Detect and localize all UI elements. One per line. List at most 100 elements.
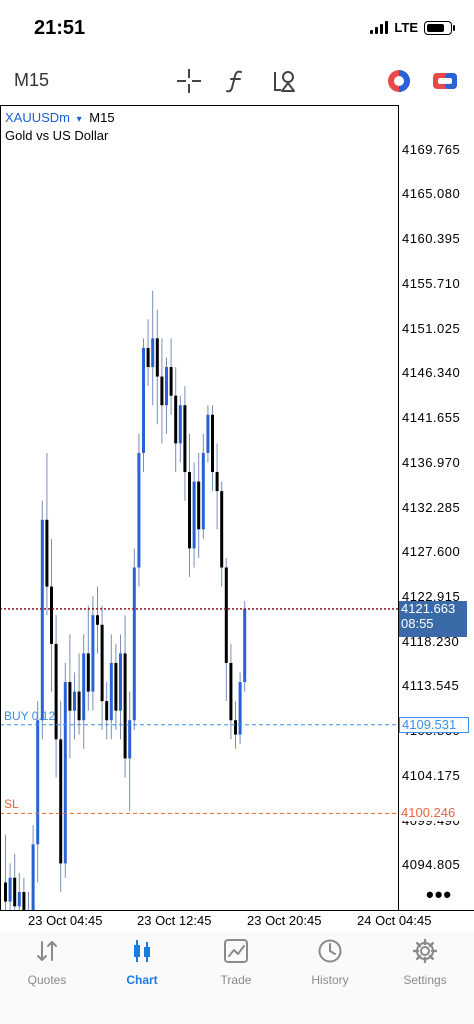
trade-icon (224, 939, 248, 963)
candle-body (17, 892, 21, 907)
symbol-dropdown-icon: ▾ (76, 114, 82, 125)
candle-body (238, 682, 242, 735)
price-axis-label: 4141.655 (402, 410, 461, 426)
tab-settings[interactable]: Settings (390, 938, 460, 987)
candle-body (243, 608, 247, 683)
candle-body (197, 481, 201, 530)
candle-body (169, 367, 173, 396)
candle-body (63, 682, 67, 864)
candle-body (201, 452, 205, 530)
candle-body (183, 405, 187, 473)
candle-body (77, 691, 81, 721)
battery-icon (424, 20, 455, 35)
symbol-label[interactable]: XAUUSDm ▾ M15 (5, 110, 115, 125)
price-axis-label: 4165.080 (402, 186, 461, 202)
price-axis-label: 4132.285 (402, 499, 461, 515)
plot-frame (0, 105, 398, 910)
price-axis-label: 4113.545 (402, 678, 460, 694)
candle-body (73, 691, 76, 711)
candle-body (178, 405, 182, 444)
symbol-description: Gold vs US Dollar (5, 128, 109, 143)
price-axis-label: 4104.175 (402, 767, 461, 783)
candle-body (54, 643, 58, 740)
chart-area[interactable]: XAUUSDm ▾ M15 Gold vs US Dollar 4169.765… (0, 105, 474, 910)
candle-body (22, 892, 26, 910)
timeframe-button[interactable]: M15 (14, 70, 50, 90)
stop-loss-label[interactable]: SL (4, 797, 19, 812)
chart-timeframe: M15 (89, 110, 115, 125)
price-axis-label: 4155.710 (402, 275, 461, 291)
candle-body (59, 739, 63, 864)
sl-price-marker[interactable]: 4100.246 (399, 805, 469, 822)
candle-body (142, 347, 145, 453)
candle-body (128, 720, 132, 759)
price-axis-label: 4136.970 (402, 454, 461, 470)
symbol-name: XAUUSDm (5, 110, 71, 125)
buy-price-marker[interactable]: 4109.531 (399, 716, 469, 733)
candle-body (68, 682, 72, 711)
candle-body (96, 615, 99, 625)
buy-position-label[interactable]: BUY 0.12 (4, 708, 56, 723)
cellular-signal-icon (370, 21, 389, 34)
time-axis-label: 23 Oct 04:45 (28, 913, 103, 928)
candle-body (224, 567, 228, 663)
function-icon[interactable] (224, 68, 250, 94)
chart-icon (134, 940, 150, 962)
one-click-trading-icon[interactable] (432, 68, 458, 94)
candle-body (146, 347, 150, 368)
candle-body (109, 662, 113, 721)
time-axis-label: 24 Oct 04:45 (357, 913, 432, 928)
current-price: 4121.663 (401, 600, 456, 616)
price-axis-label: 4127.600 (402, 544, 461, 560)
candle-body (192, 481, 196, 549)
price-axis-label: 4160.395 (402, 231, 461, 247)
tab-label: Quotes (27, 973, 67, 987)
candle-body (82, 653, 86, 721)
tab-label: Settings (403, 973, 447, 987)
candle-body (155, 338, 159, 377)
price-axis-label: 4169.765 (402, 141, 461, 157)
time-axis: 23 Oct 04:45 23 Oct 12:45 23 Oct 20:45 2… (0, 910, 474, 933)
candle-body (160, 376, 164, 406)
bottom-tab-bar: Quotes Chart Trade History Settings (0, 932, 474, 1024)
candle-body (234, 720, 237, 735)
tab-trade[interactable]: Trade (201, 938, 271, 987)
candle-body (229, 662, 233, 721)
status-indicators: LTE (370, 20, 455, 35)
tab-chart[interactable]: Chart (107, 938, 177, 987)
time-axis-label: 23 Oct 12:45 (137, 913, 212, 928)
candle-body (8, 877, 12, 902)
candle-body (91, 615, 95, 692)
candle-body (151, 338, 155, 368)
candle-body (50, 586, 53, 644)
price-axis-label: 4118.230 (402, 633, 460, 649)
candle-body (215, 472, 219, 492)
settings-icon (412, 938, 438, 964)
objects-icon[interactable] (272, 68, 298, 94)
candle-body (45, 519, 49, 587)
tab-quotes[interactable]: Quotes (12, 938, 82, 987)
candle-body (100, 624, 104, 702)
status-time: 21:51 (34, 17, 86, 39)
candle-body (105, 701, 109, 721)
candle-body (188, 472, 191, 549)
more-menu-button[interactable]: ••• (426, 882, 453, 907)
candle-body (165, 367, 168, 406)
candle-body (211, 414, 214, 473)
bar-countdown: 08:55 (401, 615, 434, 631)
tab-history[interactable]: History (295, 938, 365, 987)
tab-label: Chart (126, 973, 158, 987)
price-axis-label: 4122.915 (402, 588, 461, 604)
chart-toolbar: M15 (0, 58, 474, 104)
network-type: LTE (394, 20, 418, 35)
crosshair-icon[interactable] (176, 68, 202, 94)
history-icon (318, 939, 342, 963)
price-axis-label: 4146.340 (402, 365, 461, 381)
candle-body (119, 653, 122, 711)
candle-body (137, 452, 141, 568)
price-axis-label: 4094.805 (402, 857, 461, 873)
candle-body (40, 519, 44, 721)
candle-body (86, 653, 90, 692)
trade-toggle-icon[interactable] (386, 68, 412, 94)
candlestick-chart[interactable] (0, 105, 474, 910)
